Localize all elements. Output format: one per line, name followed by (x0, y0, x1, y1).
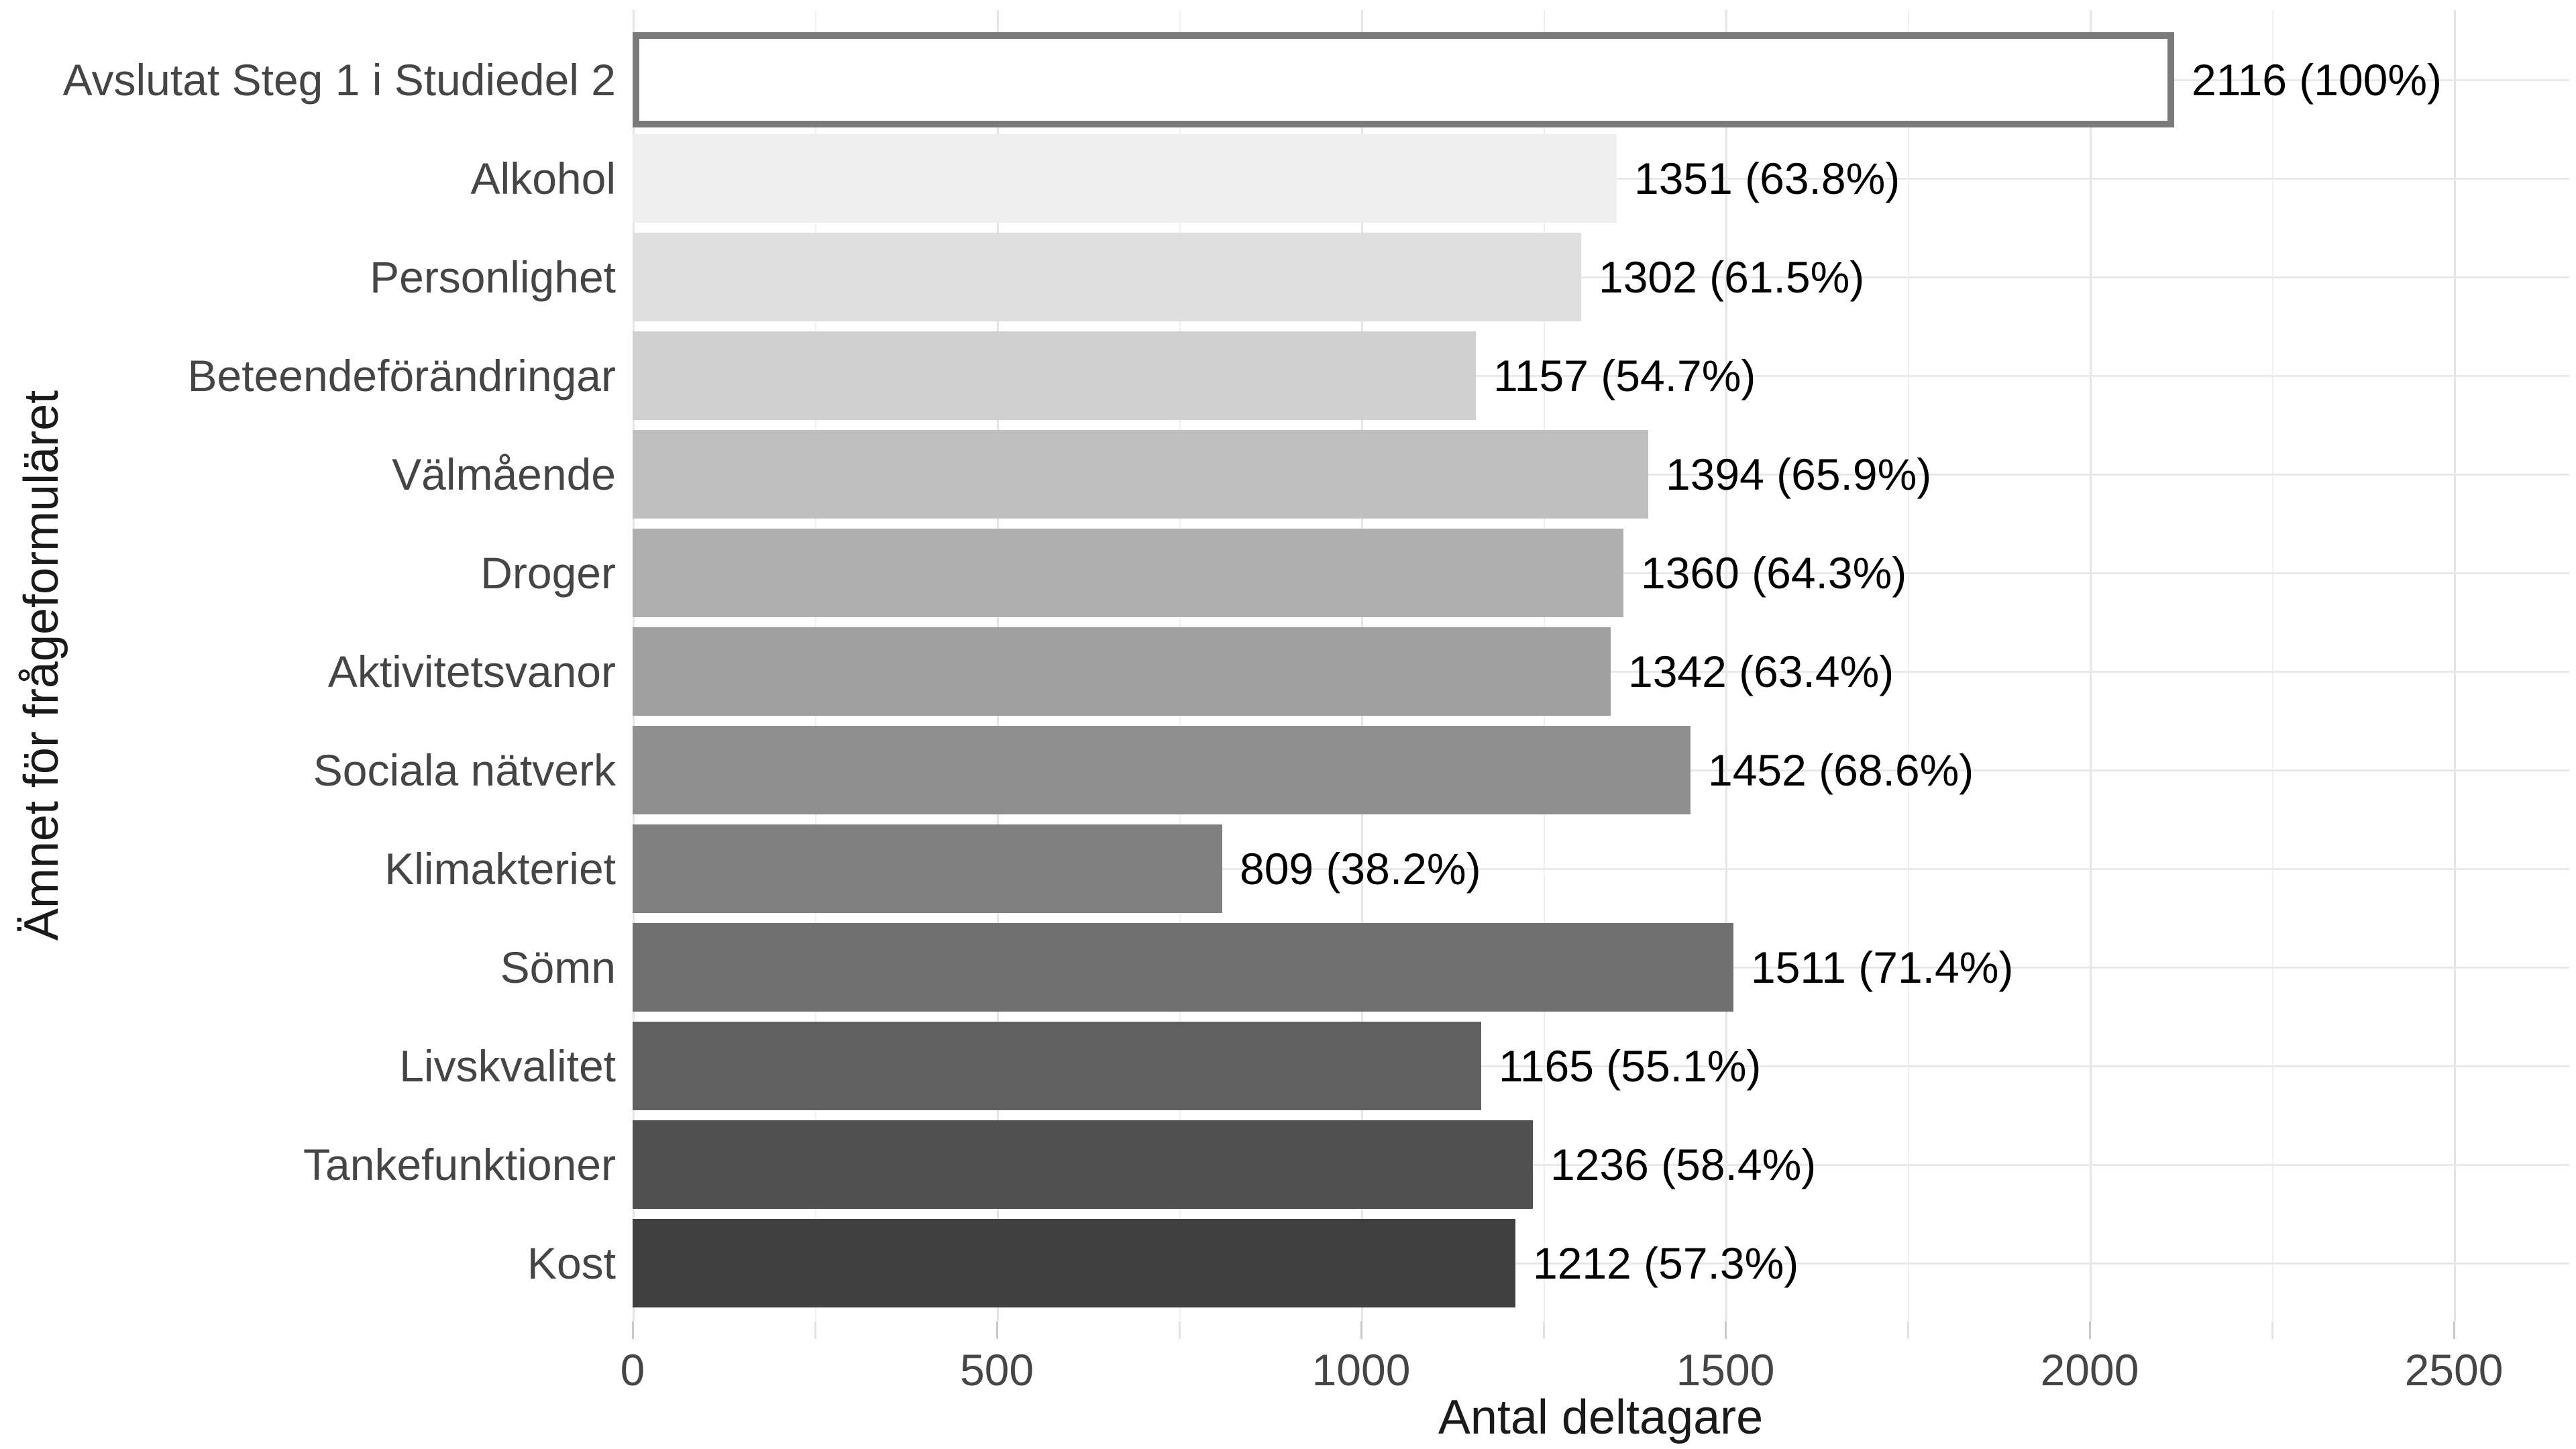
x-tick-label: 2000 (2040, 1345, 2139, 1395)
category-label: Avslutat Steg 1 i Studiedel 2 (62, 55, 616, 105)
x-tick-major (2089, 1322, 2091, 1339)
grid-line-vertical-minor (2272, 10, 2273, 1322)
bar-value-label: 1360 (64.3%) (1641, 548, 1907, 598)
x-tick-major (1725, 1322, 1727, 1339)
x-tick-label: 1500 (1676, 1345, 1775, 1395)
grid-line-horizontal (633, 375, 2569, 377)
grid-line-horizontal (633, 1065, 2569, 1067)
bar-value-label: 1212 (57.3%) (1533, 1238, 1799, 1288)
bar (633, 331, 1476, 420)
category-label: Klimakteriet (384, 844, 616, 894)
x-tick-major (1360, 1322, 1362, 1339)
category-label: Sömn (500, 943, 616, 992)
category-label: Alkohol (470, 154, 616, 203)
bar-value-label: 2116 (100%) (2192, 55, 2443, 105)
category-label: Aktivitetsvanor (327, 647, 616, 696)
bar (633, 430, 1648, 519)
bar (633, 1120, 1533, 1209)
bar (633, 233, 1581, 321)
x-tick-label: 1000 (1311, 1345, 1411, 1395)
plot-panel: 2116 (100%) 1351 (63.8%) 1302 (61.5%) 1157 … (633, 10, 2569, 1322)
grid-line-vertical-major (2090, 10, 2092, 1322)
x-tick-major (996, 1322, 998, 1339)
grid-line-horizontal (633, 1263, 2569, 1265)
bar-value-label: 1452 (68.6%) (1708, 745, 1974, 795)
category-label: Livskvalitet (399, 1041, 616, 1091)
bar-value-label: 1511 (71.4%) (1751, 943, 2014, 992)
bar-value-label: 1342 (63.4%) (1628, 647, 1894, 696)
grid-line-vertical-major (2454, 10, 2456, 1322)
category-label: Droger (480, 548, 616, 598)
bar-value-label: 1157 (54.7%) (1493, 351, 1756, 400)
bar-value-label: 809 (38.2%) (1240, 844, 1481, 894)
bar (633, 1022, 1481, 1110)
bar (633, 134, 1617, 223)
x-tick-major (632, 1322, 634, 1339)
x-tick-minor (1907, 1322, 1909, 1339)
bar-value-label: 1394 (65.9%) (1666, 449, 1932, 499)
x-tick-label: 500 (959, 1345, 1034, 1395)
x-tick-label: 2500 (2404, 1345, 2504, 1395)
category-label: Beteendeförändringar (187, 351, 616, 400)
grid-line-vertical-minor (1908, 10, 1909, 1322)
x-tick-minor (1543, 1322, 1545, 1339)
grid-line-horizontal (633, 1164, 2569, 1166)
category-label: Sociala nätverk (313, 745, 616, 795)
bar (633, 529, 1623, 617)
bar (633, 923, 1733, 1012)
x-tick-minor (1179, 1322, 1181, 1339)
bar (633, 32, 2174, 127)
bar (633, 824, 1222, 913)
grid-line-horizontal (633, 276, 2569, 278)
x-axis-title: Antal deltagare (1438, 1391, 1764, 1444)
x-tick-label: 0 (620, 1345, 645, 1395)
bar (633, 1219, 1515, 1307)
x-tick-minor (814, 1322, 816, 1339)
bar-value-label: 1165 (55.1%) (1499, 1041, 1762, 1091)
grid-line-vertical-major (1725, 10, 1727, 1322)
bar (633, 726, 1690, 814)
bar (633, 627, 1611, 716)
bar-value-label: 1236 (58.4%) (1550, 1140, 1817, 1189)
bar-value-label: 1351 (63.8%) (1634, 154, 1900, 203)
category-label: Personlighet (370, 252, 616, 302)
x-tick-minor (2271, 1322, 2273, 1339)
category-label: Kost (527, 1238, 616, 1288)
category-label: Välmående (392, 449, 616, 499)
x-tick-major (2453, 1322, 2455, 1339)
category-label: Tankefunktioner (303, 1140, 616, 1189)
bar-value-label: 1302 (61.5%) (1599, 252, 1865, 302)
grid-line-horizontal (633, 868, 2569, 870)
